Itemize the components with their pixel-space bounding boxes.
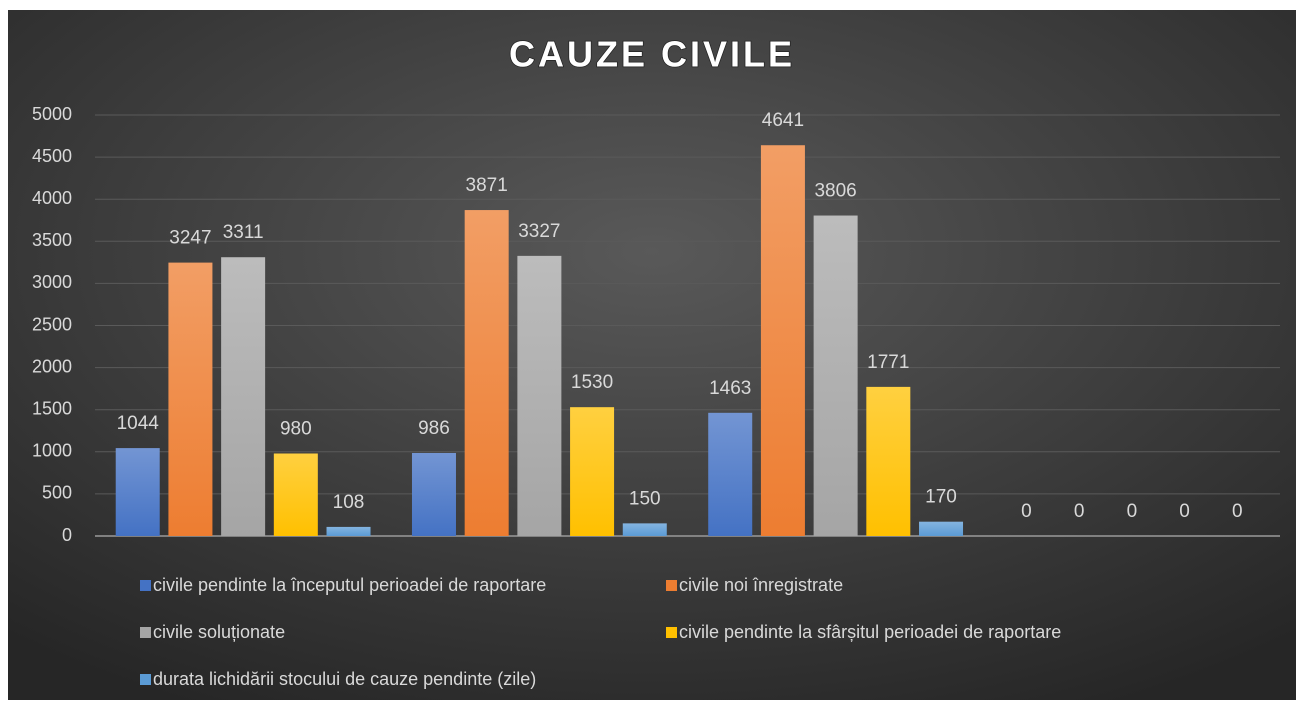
bar [411,452,456,536]
y-tick-label: 4000 [32,188,72,208]
bar [866,386,911,536]
data-label: 1044 [117,413,160,434]
data-label: 986 [418,418,450,439]
data-label: 170 [925,487,957,508]
legend-label: civile pendinte la sfârșitul perioadei d… [679,622,1061,642]
bar [273,453,318,536]
bar [517,255,562,537]
y-tick-label: 5000 [32,104,72,124]
data-label: 0 [1232,501,1243,522]
legend-swatch [140,674,151,685]
bar [464,210,509,536]
y-tick-label: 3000 [32,272,72,292]
legend-swatch [666,580,677,591]
data-label: 3247 [169,228,211,249]
data-label: 3311 [223,222,264,243]
legend-label: civile noi înregistrate [679,575,843,595]
legend-label: civile pendinte la începutul perioadei d… [153,575,546,595]
data-label: 4641 [762,110,804,131]
y-tick-label: 1000 [32,441,72,461]
y-tick-label: 3500 [32,230,72,250]
data-label: 3871 [466,175,508,196]
bar [326,526,371,536]
bar [622,523,667,536]
bar [221,257,266,536]
y-tick-label: 1500 [32,398,72,418]
bar [708,412,753,536]
legend-swatch [140,580,151,591]
y-tick-label: 4500 [32,146,72,166]
legend-swatch [140,627,151,638]
legend-label: durata lichidării stocului de cauze pend… [153,669,536,689]
data-label: 1771 [867,352,909,373]
bar [760,145,805,537]
data-label: 0 [1074,501,1085,522]
bar [168,262,213,536]
data-label: 980 [280,418,312,439]
data-label: 0 [1021,501,1032,522]
chart-title: CAUZE CIVILE [509,34,795,75]
legend-label: civile soluționate [153,622,285,642]
data-label: 108 [333,492,365,513]
data-label: 1530 [571,372,613,393]
y-tick-label: 0 [62,525,72,545]
data-label: 3327 [518,221,560,242]
legend-swatch [666,627,677,638]
bar [813,215,858,537]
y-tick-label: 500 [42,483,72,503]
data-label: 0 [1127,501,1138,522]
data-label: 1463 [709,378,751,399]
bar [919,521,964,536]
bar [570,407,615,536]
y-tick-label: 2000 [32,356,72,376]
data-label: 3806 [814,181,856,202]
data-label: 0 [1179,501,1190,522]
y-tick-label: 2500 [32,314,72,334]
bar [115,448,160,536]
data-label: 150 [629,488,661,509]
